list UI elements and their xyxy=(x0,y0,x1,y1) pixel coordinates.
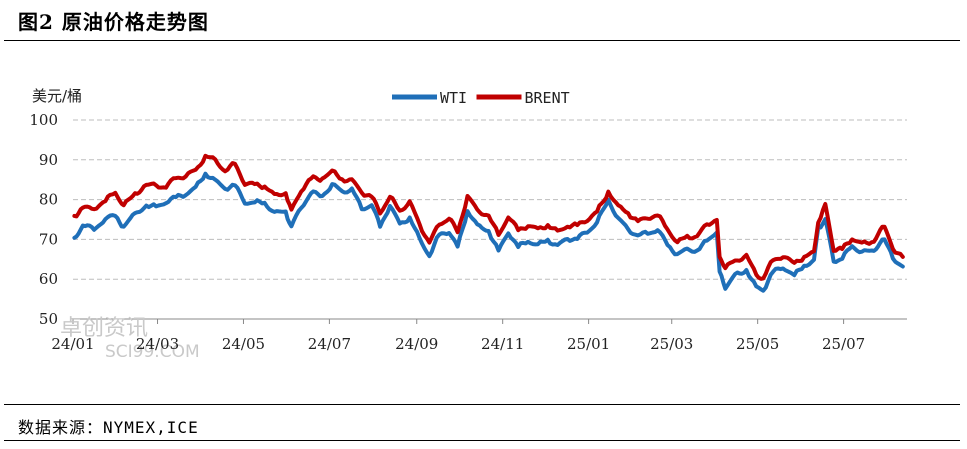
x-tick-label: 24/03 xyxy=(136,335,179,353)
x-tick-label: 24/01 xyxy=(51,335,94,353)
y-axis-label: 美元/桶 xyxy=(32,87,82,105)
x-tick-label: 25/03 xyxy=(650,335,693,353)
x-tick-label: 24/09 xyxy=(395,335,438,353)
watermark-text-1: 卓创资讯 xyxy=(60,316,148,341)
legend: WTI BRENT xyxy=(392,89,570,107)
y-tick-label: 80 xyxy=(39,191,58,209)
legend-label-brent: BRENT xyxy=(525,89,570,107)
bottom-rule-upper xyxy=(4,404,960,405)
watermark: 卓创资讯 SCI99.COM xyxy=(60,316,200,362)
legend-label-wti: WTI xyxy=(440,89,467,107)
figure-title: 图2 原油价格走势图 xyxy=(18,10,209,34)
gridlines xyxy=(72,119,907,324)
series-line-brent xyxy=(72,153,905,281)
watermark-text-2: SCI99.COM xyxy=(105,342,200,362)
y-tick-label: 100 xyxy=(29,111,58,129)
x-tick-label: 25/05 xyxy=(736,335,779,353)
x-tick-label: 24/11 xyxy=(481,335,524,353)
y-tick-labels: 50 60 70 80 90 100 xyxy=(29,111,58,328)
x-tick-labels: 24/01 24/03 24/05 24/07 24/09 24/11 25/01 25/03… xyxy=(51,335,865,353)
x-tick-label: 25/07 xyxy=(822,335,865,353)
x-tick-label: 24/05 xyxy=(222,335,265,353)
y-tick-label: 70 xyxy=(39,230,58,248)
source-note: 数据来源：NYMEX,ICE xyxy=(18,418,199,437)
series-line-wti xyxy=(72,171,905,293)
top-rule xyxy=(4,40,960,41)
series-lines xyxy=(72,153,905,293)
x-tick-label: 25/01 xyxy=(567,335,610,353)
y-tick-label: 50 xyxy=(39,310,58,328)
y-tick-label: 60 xyxy=(39,270,58,288)
y-tick-label: 90 xyxy=(39,151,58,169)
x-tick-label: 24/07 xyxy=(308,335,351,353)
bottom-rule-lower xyxy=(4,440,960,441)
